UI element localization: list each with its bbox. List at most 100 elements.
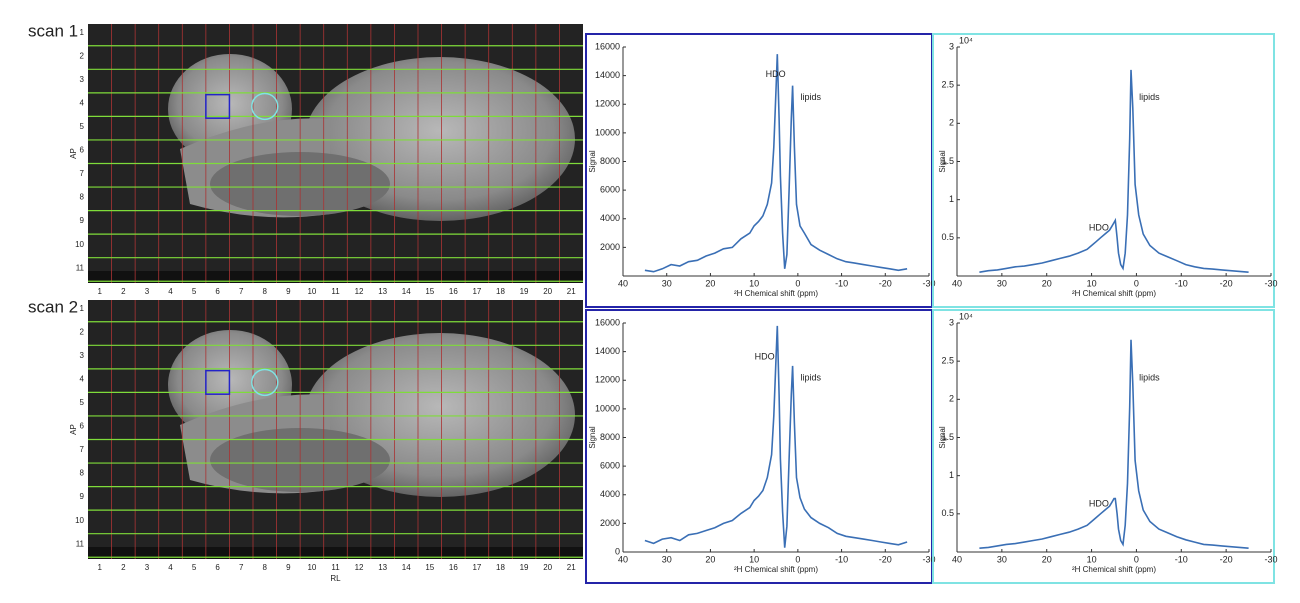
spectrum-line [979, 339, 1249, 549]
y-tick-label: 0.5 [941, 508, 954, 518]
x-tick-label: 0 [1134, 554, 1139, 564]
x-tick-label: 30 [662, 554, 672, 564]
y-tick-label: 8000 [600, 432, 620, 442]
col-label: 21 [567, 287, 576, 296]
row-label: 6 [80, 422, 85, 431]
row-label: 2 [80, 327, 85, 336]
row-label: 3 [80, 75, 85, 84]
voxel-highlight [251, 92, 279, 121]
col-label: 21 [567, 563, 576, 572]
y-tick-label: 6000 [600, 461, 620, 471]
spectrum-chart: 40 30 20 10 0 -10 -20 -30 0 2000 4000 6000 8000 10000… [585, 309, 936, 584]
annotation: lipids [1139, 92, 1160, 102]
row-label: 11 [76, 539, 85, 548]
row-label: 7 [80, 445, 85, 454]
col-label: 12 [355, 287, 364, 296]
row-label: 10 [75, 516, 84, 525]
annotation: lipids [800, 372, 821, 382]
x-tick-label: -30 [1264, 554, 1277, 564]
y-tick-label: 4000 [600, 213, 620, 223]
annotation: HDO [1089, 498, 1109, 508]
x-tick-label: -30 [922, 278, 935, 288]
x-tick-label: -20 [879, 278, 892, 288]
col-label: 10 [307, 563, 316, 572]
annotation: lipids [1139, 372, 1160, 382]
x-tick-label: -30 [922, 554, 935, 564]
row-label: 2 [80, 51, 85, 60]
col-label: 3 [145, 563, 150, 572]
y-axis-label: AP [69, 148, 78, 159]
y-tick-label: 10000 [595, 403, 620, 413]
mri-panel: scan 21 2 3 4 5 6 7 8 9 10 11 12 13 14 15 16 17 18 19 20 211… [28, 297, 583, 583]
x-tick-label: 30 [662, 278, 672, 288]
row-label: 11 [76, 263, 85, 272]
row-label: 5 [80, 122, 85, 131]
y-axis-label: AP [69, 424, 78, 435]
x-tick-label: 30 [997, 278, 1007, 288]
x-tick-label: 10 [749, 278, 759, 288]
col-label: 6 [215, 287, 220, 296]
y-tick-label: 0 [615, 546, 620, 556]
y-tick-label: 16000 [595, 317, 620, 327]
col-label: 9 [286, 563, 291, 572]
x-tick-label: 20 [705, 554, 715, 564]
col-label: 14 [402, 563, 411, 572]
panel-frame [932, 33, 1275, 308]
x-tick-label: 0 [795, 554, 800, 564]
y-tick-label: 2.5 [941, 80, 954, 90]
x-axis-label: ²H Chemical shift (ppm) [734, 289, 818, 298]
col-label: 2 [121, 287, 126, 296]
y-tick-label: 0.5 [941, 232, 954, 242]
row-label: 1 [80, 28, 85, 37]
scan-label: scan 2 [28, 297, 78, 316]
y-tick-label: 1.5 [941, 432, 954, 442]
y-tick-label: 6000 [600, 185, 620, 195]
col-label: 19 [520, 563, 529, 572]
panel-frame [585, 33, 933, 308]
voxel-highlight [251, 368, 279, 397]
spectrum-line [644, 325, 908, 548]
y-axis-label: Signal [588, 426, 597, 448]
row-label: 4 [80, 99, 85, 108]
x-tick-label: 40 [952, 554, 962, 564]
spectrum-chart: 40 30 20 10 0 -10 -20 -30 2000 4000 6000 8000 10000 1… [585, 33, 936, 308]
x-tick-label: 20 [1042, 278, 1052, 288]
col-label: 16 [449, 563, 458, 572]
x-tick-label: 0 [1134, 278, 1139, 288]
x-axis-label: ²H Chemical shift (ppm) [1072, 565, 1156, 574]
mri-border-band [88, 547, 583, 559]
x-tick-label: 10 [749, 554, 759, 564]
col-label: 15 [425, 287, 434, 296]
row-label: 10 [75, 240, 84, 249]
y-tick-label: 2000 [600, 242, 620, 252]
row-label: 3 [80, 351, 85, 360]
x-axis-label: RL [330, 574, 341, 583]
spectrum-line [644, 54, 908, 273]
y-tick-label: 4000 [600, 489, 620, 499]
y-tick-label: 14000 [595, 70, 620, 80]
col-label: 5 [192, 563, 197, 572]
y-tick-label: 1 [949, 194, 954, 204]
panel-frame [932, 309, 1275, 584]
col-label: 7 [239, 563, 244, 572]
annotation: HDO [1089, 222, 1109, 232]
row-label: 6 [80, 146, 85, 155]
y-axis-label: Signal [588, 150, 597, 172]
row-label: 1 [80, 304, 85, 313]
y-tick-label: 8000 [600, 156, 620, 166]
x-tick-label: -30 [1264, 278, 1277, 288]
y-tick-label: 12000 [595, 99, 620, 109]
voxel-highlight [205, 369, 231, 395]
col-label: 16 [449, 287, 458, 296]
row-label: 9 [80, 492, 85, 501]
col-label: 20 [543, 563, 552, 572]
voxel-highlight [205, 93, 231, 119]
col-label: 14 [402, 287, 411, 296]
col-label: 17 [472, 287, 481, 296]
x-tick-label: 20 [705, 278, 715, 288]
y-tick-label: 2.5 [941, 356, 954, 366]
col-label: 12 [355, 563, 364, 572]
col-label: 18 [496, 563, 505, 572]
y-tick-label: 12000 [595, 375, 620, 385]
